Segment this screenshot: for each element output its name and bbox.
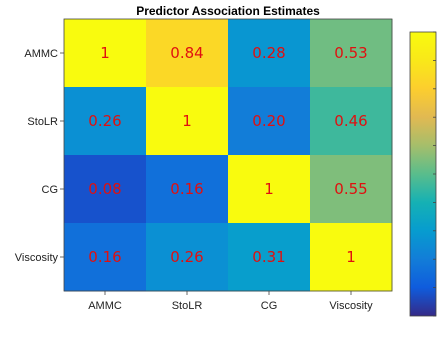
heatmap-cell: [228, 223, 311, 292]
cell-value-label: 1: [264, 180, 274, 198]
cell-value-label: 0.53: [334, 44, 367, 62]
cell-value-label: 1: [100, 44, 110, 62]
heatmap-cell: [146, 155, 229, 224]
cell-value-label: 0.55: [334, 180, 367, 198]
heatmap-cell: [146, 223, 229, 292]
x-tick-label: AMMC: [88, 300, 122, 312]
heatmap-cell-labels: 1 0.84 0.28 0.53 0.26 1 0.20 0.46 0.08 0.16 1 0.55 0…: [88, 44, 367, 266]
cell-value-label: 0.31: [252, 248, 285, 266]
cell-value-label: 0.16: [170, 180, 203, 198]
cell-value-label: 0.26: [88, 112, 121, 130]
heatmap-cell: [228, 155, 311, 224]
cell-value-label: 0.16: [88, 248, 121, 266]
x-tick-label: CG: [261, 300, 278, 312]
x-axis: AMMC StoLR CG Viscosity: [88, 291, 373, 312]
heatmap-cell: [64, 155, 147, 224]
cell-value-label: 1: [182, 112, 192, 130]
x-tick-label: StoLR: [172, 300, 203, 312]
cell-value-label: 0.08: [88, 180, 121, 198]
y-axis: AMMC StoLR CG Viscosity: [15, 48, 64, 264]
heatmap-cell: [64, 223, 147, 292]
heatmap-cell: [310, 19, 393, 88]
colorbar-ticks: 10.90.80.70.60.50.40.30.20.10: [433, 31, 436, 317]
heatmap-cell: [228, 19, 311, 88]
y-tick-label: AMMC: [24, 48, 58, 60]
cell-value-label: 0.28: [252, 44, 285, 62]
plot-frame: [63, 18, 393, 292]
heatmap-cell: [310, 223, 393, 292]
chart-title: Predictor Association Estimates: [136, 4, 320, 18]
cell-value-label: 1: [346, 248, 356, 266]
heatmap-cell: [310, 155, 393, 224]
y-tick-label: Viscosity: [15, 252, 59, 264]
heatmap-cell: [146, 87, 229, 156]
heatmap-cell: [64, 19, 147, 88]
cell-value-label: 0.20: [252, 112, 285, 130]
y-tick-label: StoLR: [27, 116, 58, 128]
colorbar: 10.90.80.70.60.50.40.30.20.10: [409, 31, 437, 317]
cell-value-label: 0.26: [170, 248, 203, 266]
x-tick-label: Viscosity: [329, 300, 373, 312]
cell-value-label: 0.84: [170, 44, 203, 62]
y-tick-label: CG: [42, 184, 59, 196]
colorbar-gradient: [409, 31, 437, 317]
cell-value-label: 0.46: [334, 112, 367, 130]
heatmap-cell: [146, 19, 229, 88]
heatmap-cell: [310, 87, 393, 156]
heatmap-cells: [64, 19, 393, 292]
heatmap-cell: [64, 87, 147, 156]
heatmap-cell: [228, 87, 311, 156]
